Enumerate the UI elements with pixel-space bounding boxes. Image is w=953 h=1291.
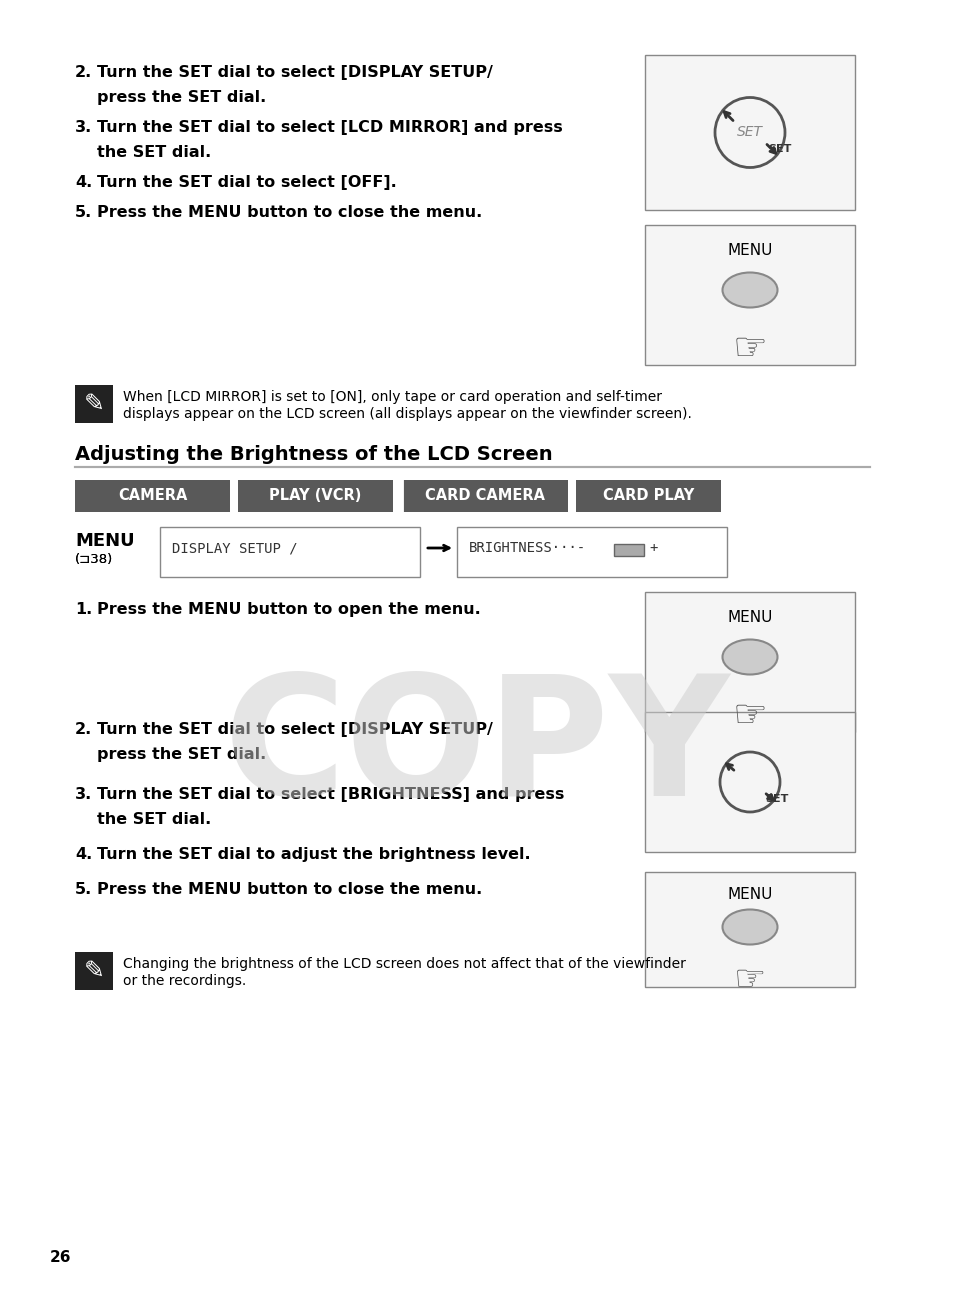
Text: 4.: 4. xyxy=(75,847,92,862)
Bar xyxy=(644,225,854,365)
Text: 2.: 2. xyxy=(75,65,92,80)
Text: +: + xyxy=(648,541,657,555)
Ellipse shape xyxy=(721,639,777,674)
Text: ☞: ☞ xyxy=(732,697,766,735)
Text: Turn the SET dial to select [LCD MIRROR] and press: Turn the SET dial to select [LCD MIRROR]… xyxy=(97,120,562,136)
Text: 5.: 5. xyxy=(75,882,92,897)
Text: ✎: ✎ xyxy=(84,392,105,416)
Text: Press the MENU button to open the menu.: Press the MENU button to open the menu. xyxy=(97,602,480,617)
Text: COPY: COPY xyxy=(223,669,730,831)
Text: 26: 26 xyxy=(50,1250,71,1265)
Text: Changing the brightness of the LCD screen does not affect that of the viewfinder: Changing the brightness of the LCD scree… xyxy=(123,957,685,971)
Text: SET: SET xyxy=(737,125,762,139)
Text: MENU: MENU xyxy=(726,243,772,258)
Text: displays appear on the LCD screen (all displays appear on the viewfinder screen): displays appear on the LCD screen (all d… xyxy=(123,407,691,421)
Bar xyxy=(75,480,230,513)
Text: press the SET dial.: press the SET dial. xyxy=(97,747,266,762)
Text: 4.: 4. xyxy=(75,176,92,190)
Text: Turn the SET dial to select [DISPLAY SETUP/: Turn the SET dial to select [DISPLAY SET… xyxy=(97,722,493,737)
Text: Turn the SET dial to adjust the brightness level.: Turn the SET dial to adjust the brightne… xyxy=(97,847,530,862)
Text: Turn the SET dial to select [OFF].: Turn the SET dial to select [OFF]. xyxy=(97,176,396,190)
Text: the SET dial.: the SET dial. xyxy=(97,812,211,828)
Text: (⊐38): (⊐38) xyxy=(75,553,113,565)
Ellipse shape xyxy=(721,272,777,307)
Text: CAMERA: CAMERA xyxy=(117,488,187,503)
Bar xyxy=(644,871,854,988)
Bar xyxy=(644,713,854,852)
Text: ☞: ☞ xyxy=(732,330,766,368)
Text: ✎: ✎ xyxy=(84,959,105,982)
Ellipse shape xyxy=(721,909,777,945)
Text: MENU: MENU xyxy=(726,887,772,902)
Text: Press the MENU button to close the menu.: Press the MENU button to close the menu. xyxy=(97,882,482,897)
Text: or the recordings.: or the recordings. xyxy=(123,973,246,988)
Text: DISPLAY SETUP /: DISPLAY SETUP / xyxy=(172,541,297,555)
Bar xyxy=(644,593,854,732)
Text: Press the MENU button to close the menu.: Press the MENU button to close the menu. xyxy=(97,205,482,219)
Bar xyxy=(75,385,112,423)
Text: 1.: 1. xyxy=(75,602,92,617)
Text: SET: SET xyxy=(764,794,787,804)
Text: Turn the SET dial to select [BRIGHTNESS] and press: Turn the SET dial to select [BRIGHTNESS]… xyxy=(97,788,564,802)
Text: When [LCD MIRROR] is set to [ON], only tape or card operation and self-timer: When [LCD MIRROR] is set to [ON], only t… xyxy=(123,390,661,404)
Text: 5.: 5. xyxy=(75,205,92,219)
Text: MENU: MENU xyxy=(726,611,772,625)
Text: CARD CAMERA: CARD CAMERA xyxy=(425,488,545,503)
Bar xyxy=(576,480,720,513)
Text: BRIGHTNESS···-: BRIGHTNESS···- xyxy=(469,541,586,555)
Text: (⊐38): (⊐38) xyxy=(75,553,113,565)
Text: MENU: MENU xyxy=(75,532,134,550)
Text: 3.: 3. xyxy=(75,788,92,802)
Bar xyxy=(644,56,854,210)
Text: the SET dial.: the SET dial. xyxy=(97,145,211,160)
Bar xyxy=(160,527,419,577)
Bar xyxy=(75,951,112,990)
Text: ☞: ☞ xyxy=(733,962,765,995)
Text: 3.: 3. xyxy=(75,120,92,136)
Text: 2.: 2. xyxy=(75,722,92,737)
Text: SET: SET xyxy=(767,145,791,155)
Text: Adjusting the Brightness of the LCD Screen: Adjusting the Brightness of the LCD Scre… xyxy=(75,445,552,463)
Bar xyxy=(237,480,393,513)
Text: PLAY (VCR): PLAY (VCR) xyxy=(269,488,361,503)
Text: press the SET dial.: press the SET dial. xyxy=(97,90,266,105)
Bar xyxy=(614,544,643,556)
Text: Turn the SET dial to select [DISPLAY SETUP/: Turn the SET dial to select [DISPLAY SET… xyxy=(97,65,493,80)
Bar xyxy=(456,527,726,577)
Bar xyxy=(402,480,567,513)
Text: CARD PLAY: CARD PLAY xyxy=(602,488,694,503)
